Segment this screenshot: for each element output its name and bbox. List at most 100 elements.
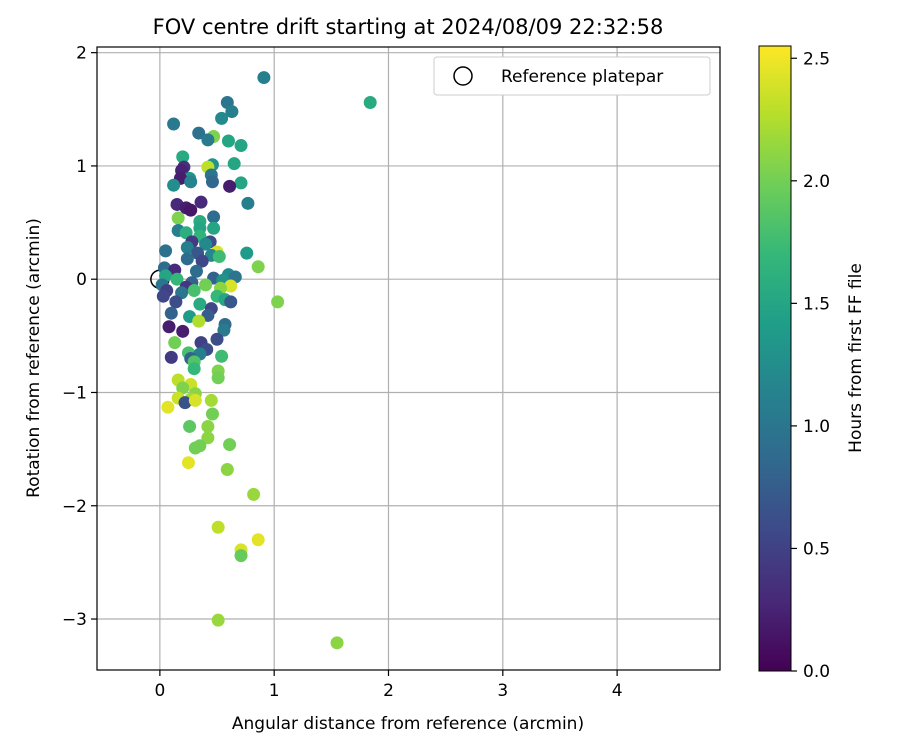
chart-title: FOV centre drift starting at 2024/08/09 … — [153, 15, 664, 39]
scatter-point — [192, 126, 206, 140]
scatter-point — [176, 381, 190, 395]
scatter-point — [188, 393, 202, 407]
colorbar-tick-label: 2.5 — [803, 49, 830, 69]
scatter-point — [220, 463, 234, 477]
scatter-point — [187, 362, 201, 376]
scatter-point — [168, 336, 182, 350]
scatter-point — [181, 456, 195, 470]
scatter-point — [215, 111, 229, 125]
scatter-point — [212, 250, 226, 264]
scatter-point — [225, 105, 239, 119]
scatter-point — [176, 150, 190, 164]
y-axis-label: Rotation from reference (arcmin) — [24, 218, 44, 498]
scatter-point — [178, 396, 192, 410]
data-points — [150, 71, 377, 650]
scatter-point — [211, 371, 225, 385]
scatter-point — [210, 332, 224, 346]
scatter-point — [211, 613, 225, 627]
x-axis-label: Angular distance from reference (arcmin) — [232, 714, 584, 734]
scatter-point — [164, 306, 178, 320]
scatter-point — [201, 133, 215, 147]
scatter-point — [211, 520, 225, 534]
scatter-point — [205, 407, 219, 421]
scatter-point — [207, 210, 221, 224]
y-tick-label: −2 — [62, 497, 87, 517]
scatter-point — [180, 240, 194, 254]
y-tick-label: −3 — [62, 610, 87, 630]
y-axis-ticks: 2 1 0 −1 −2 −3 — [62, 44, 97, 630]
x-tick-label: 3 — [497, 681, 508, 701]
scatter-point — [187, 284, 201, 298]
scatter-point — [251, 533, 265, 547]
scatter-point — [247, 487, 261, 501]
y-tick-label: 0 — [76, 270, 87, 290]
colorbar-tick-label: 0.0 — [803, 662, 830, 682]
scatter-point — [330, 636, 344, 650]
colorbar-tick-label: 0.5 — [803, 539, 830, 559]
scatter-point — [188, 441, 202, 455]
colorbar-label: Hours from first FF file — [846, 263, 866, 453]
scatter-point — [215, 349, 229, 363]
scatter-point — [227, 157, 241, 171]
x-tick-label: 4 — [612, 681, 623, 701]
scatter-point — [195, 254, 209, 268]
y-tick-label: −1 — [62, 383, 87, 403]
scatter-point — [159, 244, 173, 258]
legend-box — [433, 56, 711, 96]
scatter-point — [224, 295, 238, 309]
scatter-point — [170, 272, 184, 286]
x-tick-label: 0 — [154, 681, 165, 701]
scatter-point — [164, 350, 178, 364]
scatter-point — [193, 297, 207, 311]
scatter-point — [201, 431, 215, 445]
scatter-point — [251, 260, 265, 274]
colorbar-tick-label: 2.0 — [803, 172, 830, 192]
scatter-point — [184, 175, 198, 189]
scatter-point — [363, 96, 377, 110]
scatter-point — [224, 279, 238, 293]
scatter-point — [184, 203, 198, 217]
scatter-point — [194, 195, 208, 209]
plot-frame — [96, 46, 721, 671]
scatter-point — [183, 419, 197, 433]
scatter-point — [161, 400, 175, 414]
scatter-point — [192, 314, 206, 328]
scatter-point — [240, 246, 254, 260]
scatter-point — [234, 549, 248, 563]
y-tick-label: 2 — [76, 44, 87, 64]
legend-label: Reference platepar — [501, 67, 663, 87]
scatter-point — [171, 211, 185, 225]
scatter-point — [189, 264, 203, 278]
scatter-point — [241, 196, 255, 210]
scatter-point — [223, 179, 237, 193]
scatter-point — [156, 289, 170, 303]
scatter-point — [176, 324, 190, 338]
scatter-point — [217, 323, 231, 337]
scatter-point — [221, 134, 235, 148]
x-tick-label: 1 — [269, 681, 280, 701]
scatter-point — [204, 393, 218, 407]
scatter-point — [207, 221, 221, 235]
colorbar-tick-label: 1.5 — [803, 294, 830, 314]
scatter-point — [180, 252, 194, 266]
colorbar-gradient — [758, 45, 792, 672]
x-tick-label: 2 — [383, 681, 394, 701]
scatter-point — [223, 438, 237, 452]
scatter-point — [234, 139, 248, 153]
scatter-point — [271, 295, 285, 309]
legend-marker-icon — [453, 66, 473, 86]
scatter-point — [199, 278, 213, 292]
scatter-point — [162, 320, 176, 334]
scatter-point — [169, 295, 183, 309]
colorbar: 0.0 0.5 1.0 1.5 2.0 2.5 Hours from first FF f… — [758, 45, 866, 682]
colorbar-tick-label: 1.0 — [803, 417, 830, 437]
legend: Reference platepar — [433, 56, 711, 96]
scatter-point — [167, 117, 181, 131]
colorbar-ticks: 0.0 0.5 1.0 1.5 2.0 2.5 — [791, 49, 830, 682]
x-axis-ticks: 0 1 2 3 4 — [154, 670, 623, 701]
scatter-point — [257, 71, 271, 85]
scatter-point — [167, 178, 181, 192]
scatter-point — [205, 175, 219, 189]
scatter-point — [201, 419, 215, 433]
